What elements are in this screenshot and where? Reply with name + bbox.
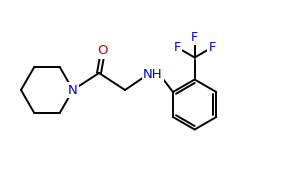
Text: F: F bbox=[174, 41, 181, 54]
Text: NH: NH bbox=[143, 69, 163, 82]
Text: F: F bbox=[208, 41, 216, 54]
Text: N: N bbox=[68, 83, 78, 96]
Text: O: O bbox=[98, 44, 108, 57]
Text: F: F bbox=[191, 31, 198, 44]
